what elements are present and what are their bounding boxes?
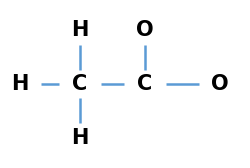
Text: C: C [138,74,152,94]
Text: O: O [211,74,229,94]
Text: H: H [71,128,89,148]
Text: H: H [71,20,89,40]
Text: C: C [72,74,88,94]
Text: O: O [136,20,154,40]
Text: H: H [11,74,29,94]
